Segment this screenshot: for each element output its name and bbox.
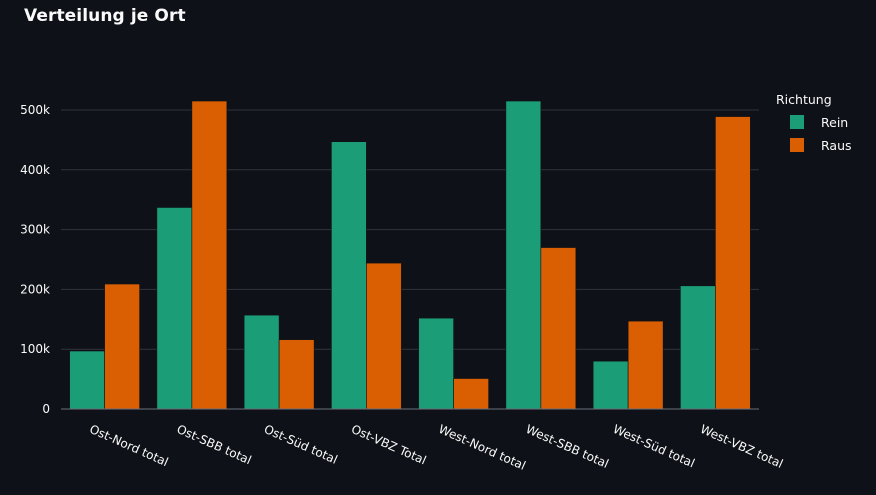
bar-raus-4 (366, 262, 402, 410)
x-tick-label: Ost-Nord total (87, 422, 170, 469)
x-tick-label: West-SBB total (524, 422, 611, 471)
x-tick-label: West-Süd total (611, 422, 697, 471)
bar-rein-5 (418, 317, 454, 410)
y-tick-label: 500k (20, 103, 50, 117)
bar-raus-5 (453, 378, 489, 410)
bar-raus-1 (104, 283, 140, 410)
bar-rein-8 (680, 285, 716, 410)
legend-title: Richtung (776, 92, 832, 107)
chart-title: Verteilung je Ort (24, 6, 186, 26)
x-tick-label: Ost-Süd total (262, 422, 340, 467)
x-tick-label: Ost-SBB total (175, 422, 254, 467)
y-tick-label: 100k (20, 342, 50, 356)
y-tick-label: 400k (20, 163, 50, 177)
bar-rein-1 (69, 350, 105, 410)
legend-label-raus: Raus (821, 138, 852, 153)
legend-label-rein: Rein (821, 115, 848, 130)
y-tick-label: 0 (42, 402, 50, 416)
x-tick-label: Ost-VBZ Total (349, 422, 428, 468)
bar-rein-4 (331, 141, 367, 410)
y-tick-label: 300k (20, 223, 50, 237)
bar-rein-3 (243, 314, 280, 410)
x-tick-label: West-VBZ total (698, 422, 785, 471)
bar-raus-7 (627, 320, 664, 410)
bar-raus-8 (715, 116, 751, 410)
bar-rein-7 (592, 360, 629, 410)
legend-swatch-raus (790, 138, 804, 152)
bar-rein-6 (505, 100, 542, 410)
bar-rein-2 (156, 207, 193, 410)
bar-raus-2 (191, 100, 228, 410)
bar-raus-3 (278, 339, 315, 410)
y-tick-label: 200k (20, 282, 50, 296)
bar-raus-6 (540, 247, 577, 410)
legend-swatch-rein (790, 115, 804, 129)
x-tick-label: West-Nord total (436, 422, 527, 473)
